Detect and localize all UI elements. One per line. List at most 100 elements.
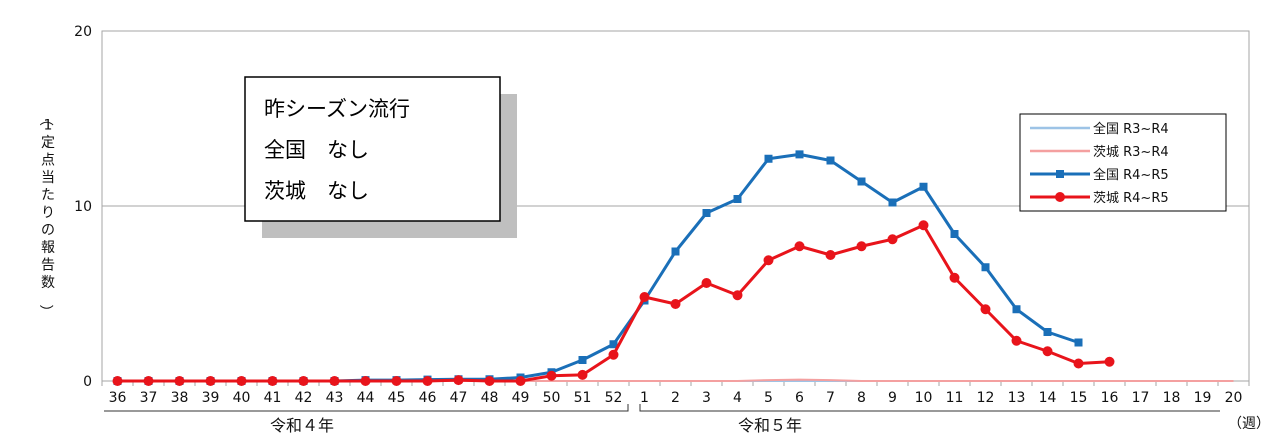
x-tick-label: 37	[140, 390, 158, 406]
data-point	[702, 209, 711, 217]
x-tick-label: 47	[450, 390, 468, 406]
data-point	[639, 292, 650, 302]
data-point	[267, 376, 278, 386]
x-tick-label: 45	[388, 390, 406, 406]
annotation-box	[244, 76, 501, 222]
x-tick-label: 15	[1070, 390, 1088, 406]
legend-marker	[1055, 192, 1065, 202]
data-point	[732, 290, 743, 301]
era-label-r4: 令和４年	[270, 416, 334, 434]
data-point	[701, 278, 712, 288]
data-point	[515, 376, 526, 386]
data-point	[856, 241, 867, 252]
legend-label: 茨城 R4~R5	[1093, 191, 1169, 206]
x-tick-label: 14	[1039, 390, 1057, 406]
data-point	[888, 198, 897, 207]
data-point	[671, 247, 680, 256]
x-tick-label: 6	[795, 390, 804, 406]
x-tick-label: 38	[171, 390, 189, 406]
y-tick-label: 10	[74, 199, 92, 215]
data-point	[360, 376, 371, 386]
data-point	[981, 263, 990, 272]
x-tick-label: 36	[109, 390, 127, 406]
data-point	[764, 154, 773, 163]
data-point	[733, 195, 742, 203]
annotation-line-1: 昨シーズン流行	[264, 97, 410, 121]
data-point	[298, 376, 309, 386]
data-point	[608, 349, 619, 360]
legend-label: 茨城 R3~R4	[1093, 145, 1169, 160]
x-tick-label: 12	[977, 390, 995, 406]
era-bracket-r5	[639, 404, 1220, 412]
x-tick-label: 51	[574, 390, 592, 406]
data-point	[1043, 328, 1052, 336]
x-tick-label: 3	[702, 390, 711, 406]
annotation-line-3: 茨城 なし	[264, 179, 369, 203]
era-label-r5: 令和５年	[738, 416, 802, 434]
x-tick-label: 18	[1163, 390, 1181, 406]
legend-marker	[1056, 170, 1064, 178]
data-point	[795, 150, 804, 159]
x-tick-label: 5	[764, 390, 773, 406]
y-axis-ticks: 0 10 20	[74, 24, 92, 390]
data-point	[609, 340, 618, 349]
data-point	[1074, 338, 1083, 347]
x-tick-label: 2	[671, 390, 680, 406]
data-point	[112, 376, 123, 386]
legend-item: 全国 R4~R5	[1030, 167, 1169, 183]
data-point	[825, 250, 836, 260]
data-point	[578, 356, 587, 364]
x-tick-label: 42	[295, 390, 313, 406]
data-point	[1042, 346, 1053, 357]
x-tick-label: 16	[1101, 390, 1119, 406]
data-point	[1012, 305, 1021, 314]
data-point	[546, 370, 557, 381]
x-tick-label: 46	[419, 390, 437, 406]
annotation-line-2: 全国 なし	[264, 138, 369, 162]
x-tick-label: 8	[857, 390, 866, 406]
legend-item: 茨城 R4~R5	[1030, 191, 1169, 206]
x-tick-label: 17	[1132, 390, 1150, 406]
x-tick-label: 1	[640, 390, 649, 406]
data-point	[453, 375, 464, 386]
x-tick-label: 50	[543, 390, 561, 406]
data-point	[794, 241, 805, 252]
data-point	[1104, 356, 1115, 367]
data-point	[484, 376, 495, 386]
x-tick-label: 19	[1194, 390, 1212, 406]
y-tick-label: 20	[74, 24, 92, 40]
legend-item: 茨城 R3~R4	[1030, 145, 1169, 160]
data-point	[205, 376, 216, 386]
y-axis-label: （1 定点当たりの報告数）	[37, 112, 55, 319]
data-point	[174, 376, 185, 386]
data-point	[1073, 358, 1084, 369]
x-tick-label: 48	[481, 390, 499, 406]
series-layer	[112, 150, 1234, 386]
x-tick-label: 39	[202, 390, 220, 406]
data-point	[919, 182, 928, 191]
data-point	[950, 230, 959, 238]
series-4	[112, 220, 1115, 386]
data-point	[980, 304, 991, 315]
y-tick-label: 0	[83, 374, 92, 390]
x-tick-label: 20	[1225, 390, 1243, 406]
era-bracket-r4	[104, 404, 629, 412]
data-point	[577, 369, 588, 380]
legend-item: 全国 R3~R4	[1030, 121, 1169, 137]
data-point	[143, 376, 154, 386]
legend: 全国 R3~R4 茨城 R3~R4 全国 R4~R5 茨城 R4~R5	[1030, 121, 1169, 206]
data-point	[949, 272, 960, 283]
x-tick-label: 44	[357, 390, 375, 406]
x-tick-label: 52	[605, 390, 623, 406]
data-point	[763, 255, 774, 266]
data-point	[236, 376, 247, 386]
legend-label: 全国 R3~R4	[1093, 121, 1169, 137]
x-tick-label: 43	[326, 390, 344, 406]
x-axis-unit: （週）	[1228, 416, 1270, 432]
data-point	[887, 234, 898, 245]
data-point	[670, 299, 681, 309]
data-point	[329, 376, 340, 386]
x-tick-label: 13	[1008, 390, 1026, 406]
legend-box	[1019, 113, 1227, 212]
legend-label: 全国 R4~R5	[1093, 167, 1169, 183]
